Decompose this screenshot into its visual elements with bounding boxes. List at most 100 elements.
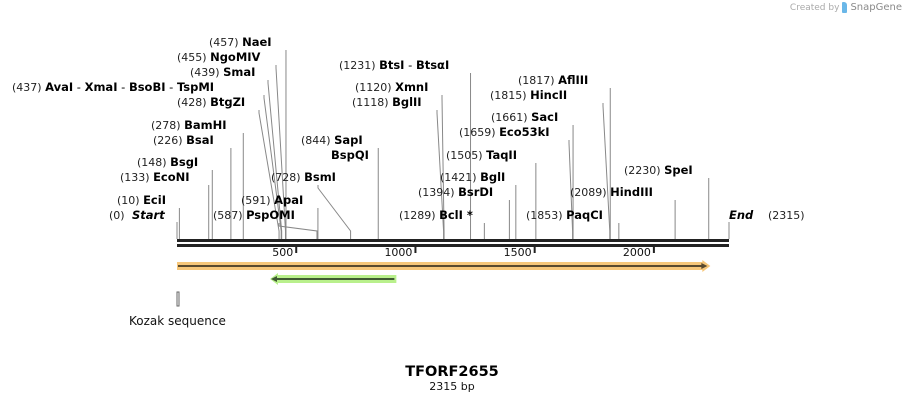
- cut-site-bgli[interactable]: (1421) BglI: [440, 170, 505, 184]
- cut-site-line: [258, 110, 280, 239]
- enzyme-name: BtsαI: [416, 58, 449, 72]
- cut-site-label[interactable]: (455) NgoMIV: [177, 50, 261, 64]
- cut-site-afliii[interactable]: (1817) AflIII: [518, 73, 588, 87]
- cut-site-label[interactable]: (2230) SpeI: [624, 163, 693, 177]
- cut-site-ecii[interactable]: (10) EciI: [117, 193, 166, 207]
- cut-site-label[interactable]: (1394) BsrDI: [418, 185, 493, 199]
- snapgene-logo-icon: [842, 2, 848, 13]
- sequence-name: TFORF2655: [405, 364, 499, 380]
- cut-site-label[interactable]: (1118) BglII: [352, 95, 422, 109]
- cut-site-smai[interactable]: (439) SmaI: [190, 65, 255, 79]
- cut-site-position: (133): [120, 171, 153, 184]
- enzyme-name: XmnI: [395, 80, 428, 94]
- cut-site-label[interactable]: (1289) BclI *: [399, 208, 473, 222]
- enzyme-name: BsoBI: [129, 80, 166, 94]
- cut-site-avai[interactable]: (437) AvaI - XmaI - BsoBI - TspMI: [12, 80, 214, 94]
- cut-site-xmni[interactable]: (1120) XmnI: [355, 80, 428, 94]
- cut-site-btgzi[interactable]: (428) BtgZI: [177, 95, 245, 109]
- end-label: End: [729, 208, 754, 222]
- cut-site-label[interactable]: (2089) HindIII: [570, 185, 653, 199]
- cut-site-position: (2230): [624, 164, 664, 177]
- credit-brand: SnapGene: [850, 2, 902, 13]
- cut-site-position: (439): [190, 66, 223, 79]
- cut-site-label[interactable]: (437) AvaI - XmaI - BsoBI - TspMI: [12, 80, 214, 94]
- cut-site-apai[interactable]: (591) ApaI: [241, 193, 303, 207]
- cut-site-bspqi[interactable]: BspQI: [331, 148, 369, 162]
- cut-site-bamhi[interactable]: (278) BamHI: [151, 118, 227, 132]
- cut-site-saci[interactable]: (1661) SacI: [491, 110, 558, 124]
- cut-site-label[interactable]: (1659) Eco53kI: [459, 125, 550, 139]
- enzyme-name: BspQI: [331, 148, 369, 162]
- cut-site-btsi[interactable]: (1231) BtsI - BtsαI: [339, 58, 449, 72]
- cut-site-label[interactable]: (148) BsgI: [137, 155, 198, 169]
- cut-site-label[interactable]: (1421) BglI: [440, 170, 505, 184]
- cut-site-pspomi[interactable]: (587) PspOMI: [213, 208, 295, 222]
- enzyme-name: BamHI: [184, 118, 226, 132]
- enzyme-name: Eco53kI: [499, 125, 550, 139]
- cut-site-position: (10): [117, 194, 143, 207]
- cut-site-label[interactable]: BspQI: [331, 148, 369, 162]
- features: [176, 260, 711, 307]
- cut-site-label[interactable]: (226) BsaI: [153, 133, 214, 147]
- cut-site-label[interactable]: (278) BamHI: [151, 118, 227, 132]
- ruler-tick-label: 1000: [384, 246, 412, 259]
- cut-site-ngomiv[interactable]: (455) NgoMIV: [177, 50, 261, 64]
- cut-site-position: (1853): [526, 209, 566, 222]
- enzyme-name: BtgZI: [210, 95, 245, 109]
- cut-site-bsmi[interactable]: (728) BsmI: [271, 170, 336, 184]
- feature-reverse-arrow[interactable]: [269, 273, 397, 285]
- enzyme-name: SmaI: [223, 65, 255, 79]
- enzyme-name: TaqII: [486, 148, 517, 162]
- cut-site-hincii[interactable]: (1815) HincII: [490, 88, 567, 102]
- cut-site-bsai[interactable]: (226) BsaI: [153, 133, 214, 147]
- kozak-sequence-label[interactable]: Kozak sequence: [129, 314, 226, 328]
- feature-reverse-arrowhead: [270, 276, 277, 282]
- cut-site-bcli[interactable]: (1289) BclI *: [399, 208, 473, 222]
- cut-site-bglii[interactable]: (1118) BglII: [352, 95, 422, 109]
- end-position: (2315): [768, 209, 805, 222]
- ruler-tick-label: 2000: [623, 246, 651, 259]
- cut-site-spei[interactable]: (2230) SpeI: [624, 163, 693, 177]
- backbone-top-strand: [177, 239, 729, 242]
- end-marker: End (2315): [729, 208, 805, 222]
- cut-site-label[interactable]: (457) NaeI: [209, 35, 272, 49]
- cut-site-label[interactable]: (587) PspOMI: [213, 208, 295, 222]
- cut-site-position: (1421): [440, 171, 480, 184]
- start-position: (0): [109, 209, 125, 222]
- cut-site-naei[interactable]: (457) NaeI: [209, 35, 272, 49]
- cut-site-label[interactable]: (1505) TaqII: [446, 148, 517, 162]
- cut-site-position: (428): [177, 96, 210, 109]
- cut-site-label[interactable]: (1231) BtsI - BtsαI: [339, 58, 449, 72]
- cut-site-sapi[interactable]: (844) SapI: [301, 133, 363, 147]
- cut-site-label[interactable]: (439) SmaI: [190, 65, 255, 79]
- start-marker: (0) Start: [109, 208, 165, 222]
- kozak-sequence-marker[interactable]: [176, 291, 180, 307]
- cut-site-eco53ki[interactable]: (1659) Eco53kI: [459, 125, 550, 139]
- cut-site-econi[interactable]: (133) EcoNI: [120, 170, 190, 184]
- cut-site-bsrdi[interactable]: (1394) BsrDI: [418, 185, 493, 199]
- enzyme-name: BsaI: [186, 133, 214, 147]
- cut-site-hindiii[interactable]: (2089) HindIII: [570, 185, 653, 199]
- cut-site-taqii[interactable]: (1505) TaqII: [446, 148, 517, 162]
- cut-site-position: (844): [301, 134, 334, 147]
- cut-site-label[interactable]: (1120) XmnI: [355, 80, 428, 94]
- cut-site-paqci[interactable]: (1853) PaqCI: [526, 208, 603, 222]
- cut-site-bsgi[interactable]: (148) BsgI: [137, 155, 198, 169]
- cut-site-label[interactable]: (1815) HincII: [490, 88, 567, 102]
- cut-site-label[interactable]: (10) EciI: [117, 193, 166, 207]
- ruler-tick-label: 500: [272, 246, 293, 259]
- cut-site-label[interactable]: (844) SapI: [301, 133, 363, 147]
- cut-site-label[interactable]: (1853) PaqCI: [526, 208, 603, 222]
- cut-site-label[interactable]: (728) BsmI: [271, 170, 336, 184]
- ruler: 500 1000 1500 2000: [272, 246, 655, 259]
- enzyme-name: PspOMI: [246, 208, 295, 222]
- cut-site-label[interactable]: (133) EcoNI: [120, 170, 190, 184]
- cut-site-label[interactable]: (591) ApaI: [241, 193, 303, 207]
- ruler-tick: [414, 247, 417, 253]
- cut-site-label[interactable]: (1661) SacI: [491, 110, 558, 124]
- cut-site-position: (437): [12, 81, 45, 94]
- cut-site-label[interactable]: (428) BtgZI: [177, 95, 245, 109]
- feature-forward-arrow[interactable]: [177, 260, 711, 272]
- cut-site-label[interactable]: (1817) AflIII: [518, 73, 588, 87]
